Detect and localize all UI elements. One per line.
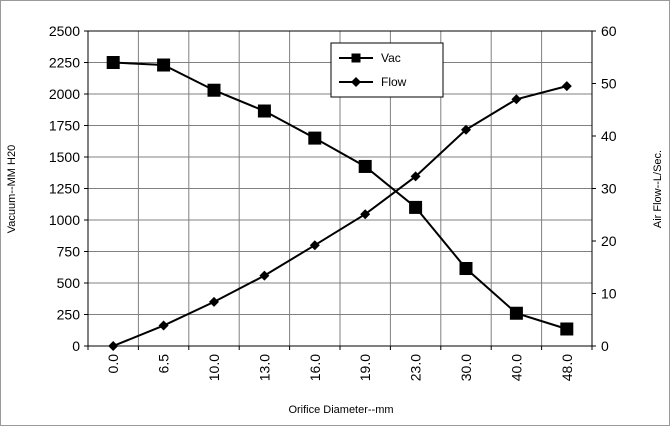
y-tick-label: 250: [57, 307, 81, 323]
x-tick-label: 48.0: [559, 354, 575, 381]
x-axis-title: Orifice Diameter--mm: [288, 404, 393, 416]
data-point-vac: [157, 58, 171, 72]
series-line-flow: [112, 85, 568, 347]
legend-box: [330, 42, 444, 98]
legend-marker-flow: [351, 77, 361, 87]
x-axis-ticks: 0.0 6.5 10.0 13.0 16.0 19.0 23.0 30.0 40.0 48.0: [87, 346, 593, 381]
data-point-vac: [257, 104, 271, 118]
legend: Vac Flow: [330, 42, 444, 98]
legend-label-vac: Vac: [381, 51, 401, 65]
y2-axis-title: Air Flow--L/Sec.: [652, 150, 664, 228]
y-tick-label: 1250: [49, 181, 80, 197]
data-point-flow: [461, 124, 471, 135]
y-axis-title: Vacuum--MM H20: [6, 145, 18, 233]
data-point-flow: [561, 81, 572, 92]
series: [106, 56, 574, 351]
data-point-flow: [209, 296, 219, 307]
y-tick-label: 2500: [49, 23, 80, 39]
y2-tick-label: 20: [601, 233, 617, 249]
legend-label-flow: Flow: [381, 75, 407, 89]
data-point-flow: [309, 240, 320, 251]
data-point-vac: [106, 56, 120, 69]
y2-tick-label: 10: [601, 286, 617, 302]
y2-tick-label: 60: [601, 23, 617, 39]
y-tick-label: 1500: [49, 149, 80, 165]
x-tick-label: 6.5: [156, 354, 172, 374]
y2-tick-label: 30: [601, 181, 617, 197]
legend-marker-vac: [351, 53, 361, 63]
y-tick-label: 750: [57, 244, 81, 260]
x-tick-label: 40.0: [508, 354, 524, 381]
x-tick-label: 0.0: [105, 354, 121, 374]
x-tick-label: 10.0: [206, 354, 222, 381]
data-point-flow: [360, 209, 371, 220]
y-tick-label: 500: [57, 275, 81, 291]
y2-tick-label: 40: [601, 128, 617, 144]
data-point-vac: [560, 322, 574, 336]
data-point-vac: [459, 262, 473, 276]
data-point-flow: [511, 94, 522, 105]
y2-tick-label: 0: [601, 338, 609, 354]
y2-tick-label: 50: [601, 76, 617, 92]
x-tick-label: 30.0: [458, 354, 474, 381]
right-axis-ticks: 0 10 20 30 40 50 60: [592, 23, 617, 354]
data-point-vac: [308, 131, 322, 145]
data-point-vac: [509, 306, 523, 320]
y-tick-label: 0: [72, 338, 80, 354]
x-tick-label: 19.0: [357, 354, 373, 381]
x-tick-label: 16.0: [307, 354, 323, 381]
y-tick-label: 1000: [49, 212, 80, 228]
y-tick-label: 1750: [49, 118, 80, 134]
data-point-flow: [410, 171, 421, 182]
data-point-flow: [108, 341, 119, 351]
y-tick-label: 2000: [49, 86, 80, 102]
data-point-vac: [358, 159, 372, 173]
x-tick-label: 13.0: [256, 354, 272, 381]
data-point-flow: [259, 270, 270, 281]
data-point-flow: [158, 320, 169, 331]
x-tick-label: 23.0: [408, 354, 424, 381]
series-line-vac: [113, 61, 568, 330]
left-axis-ticks: 0 250 500 750 1000 1250 1500 1750 2000 2250 2500: [49, 23, 88, 354]
y-tick-label: 2250: [49, 55, 80, 71]
data-point-vac: [409, 200, 423, 214]
data-point-vac: [207, 83, 221, 97]
